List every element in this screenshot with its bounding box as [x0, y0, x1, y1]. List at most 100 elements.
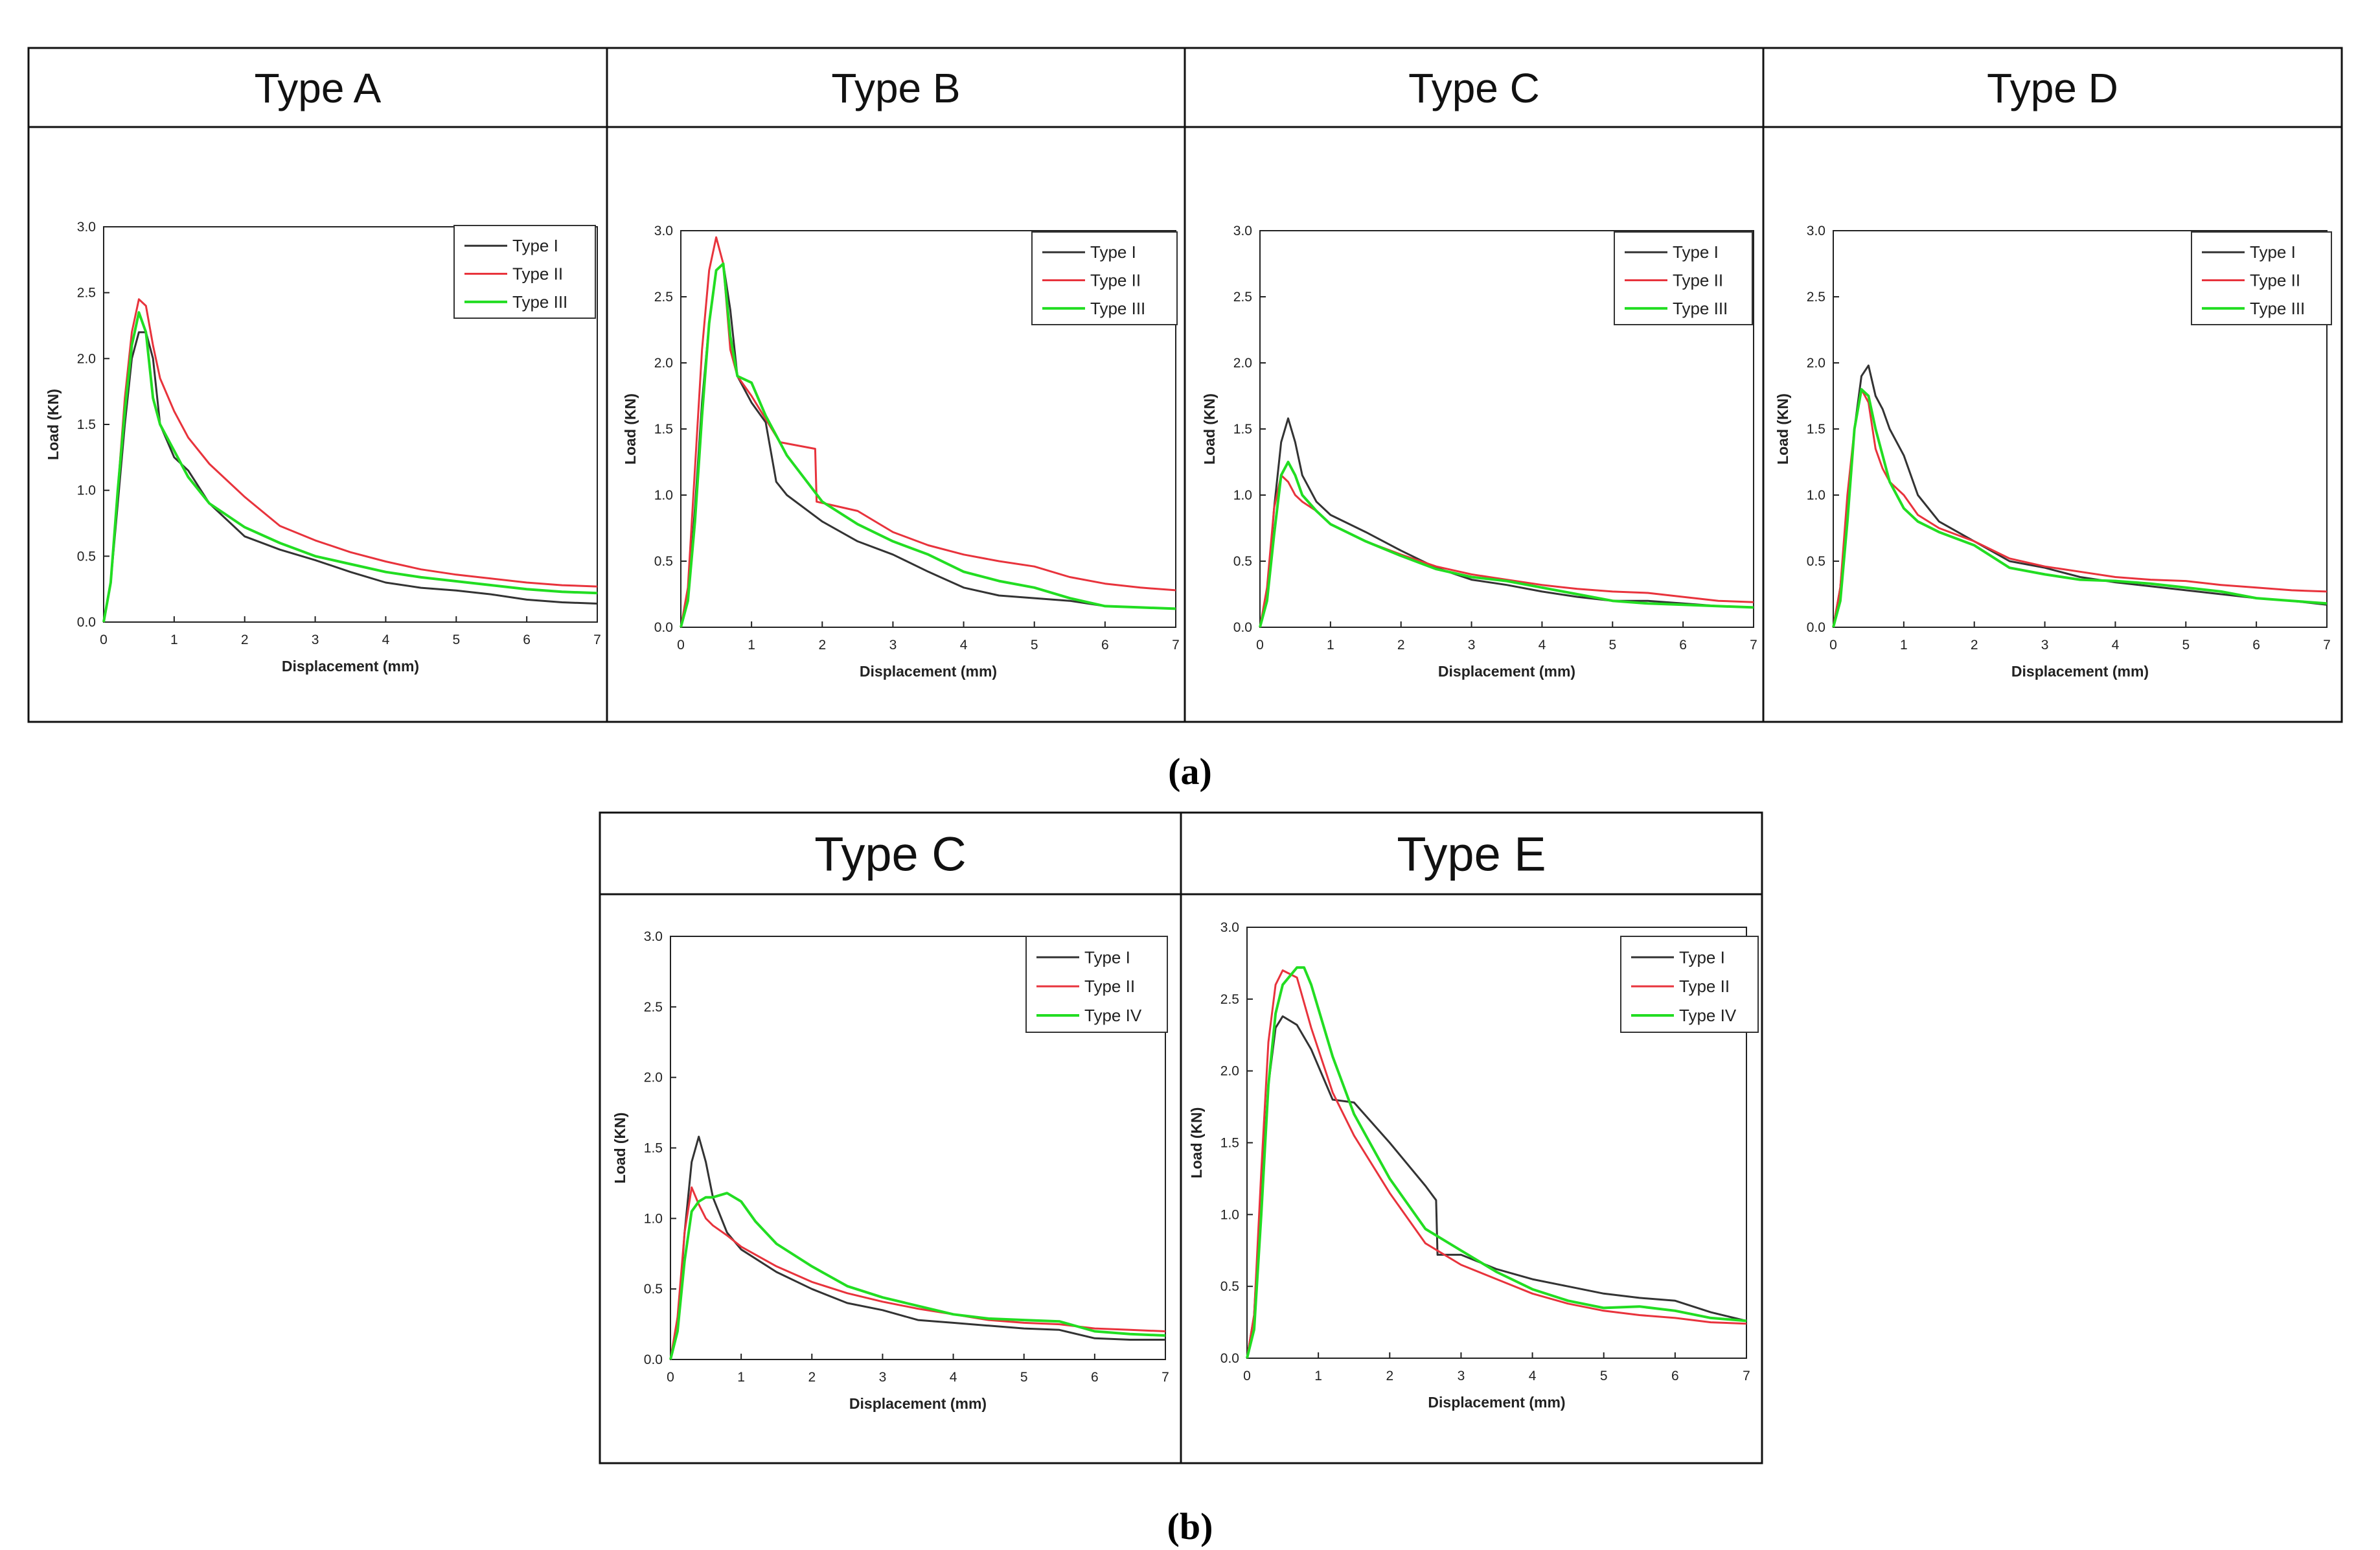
y-tick-label: 1.0	[654, 488, 673, 503]
y-tick-label: 0.0	[654, 620, 673, 635]
x-tick-label: 1	[737, 1370, 745, 1385]
y-tick-label: 1.5	[1807, 422, 1825, 437]
x-tick-label: 0	[677, 638, 685, 653]
series-line-type-iii	[1259, 461, 1754, 628]
x-tick-label: 7	[1743, 1369, 1750, 1383]
y-tick-label: 0.0	[1807, 620, 1825, 635]
series-line-type-ii	[1246, 969, 1747, 1359]
y-tick-label: 2.0	[654, 356, 673, 371]
legend-label: Type I	[1084, 947, 1130, 967]
series-line-type-iv	[669, 1192, 1166, 1360]
series-line-type-ii	[669, 1186, 1166, 1360]
x-tick-label: 2	[1397, 638, 1405, 653]
y-tick-label: 1.5	[644, 1141, 663, 1156]
y-tick-label: 0.5	[1220, 1279, 1239, 1294]
panel-frames	[27, 47, 2343, 1464]
panel-label-a: (a)	[1168, 750, 1212, 792]
x-tick-label: 6	[1091, 1370, 1099, 1385]
chart-a3: Type C 0 1 2 3 4 5 6 7 0.0 0.5 1.0 1.5 2.0 2.5 3.0 Displ…	[1201, 65, 1757, 680]
series-line-type-i	[1246, 1015, 1747, 1359]
legend-label: Type II	[1673, 271, 1723, 290]
y-tick-label: 2.0	[1807, 356, 1825, 371]
legend: Type I Type II Type III	[453, 225, 596, 319]
legend-label: Type III	[2250, 299, 2305, 318]
x-tick-label: 4	[1539, 638, 1546, 653]
x-tick-label: 1	[1314, 1369, 1322, 1383]
y-tick-label: 0.0	[644, 1352, 663, 1367]
y-tick-label: 2.0	[644, 1070, 663, 1085]
charts-layer: Type A 0 1 2 3 4 5 6 7 0.0 0.5 1.0 1.5 2.0 2.5 3.0 Displ…	[45, 65, 2332, 1412]
y-tick-label: 2.5	[77, 286, 96, 301]
series-line-type-i	[1832, 364, 2328, 628]
x-tick-label: 4	[950, 1370, 957, 1385]
legend-label: Type IV	[1084, 1006, 1142, 1025]
x-tick-label: 5	[1020, 1370, 1028, 1385]
x-tick-label: 6	[1671, 1369, 1679, 1383]
panel-label-b: (b)	[1167, 1505, 1213, 1547]
x-tick-label: 1	[1327, 638, 1334, 653]
y-tick-label: 2.0	[77, 351, 96, 366]
chart-a1: Type A 0 1 2 3 4 5 6 7 0.0 0.5 1.0 1.5 2.0 2.5 3.0 Displ…	[45, 65, 601, 675]
y-tick-label: 1.5	[77, 417, 96, 432]
series-line-type-iv	[1246, 966, 1747, 1359]
y-tick-label: 2.5	[1220, 992, 1239, 1007]
x-tick-label: 5	[1608, 638, 1616, 653]
legend: Type I Type II Type III	[2191, 231, 2332, 325]
x-axis-label: Displacement (mm)	[849, 1395, 987, 1412]
y-axis-label: Load (KN)	[612, 1113, 628, 1184]
x-tick-label: 1	[748, 638, 755, 653]
legend-label: Type I	[2250, 242, 2296, 262]
x-tick-label: 0	[667, 1370, 674, 1385]
chart-title: Type E	[1397, 827, 1546, 881]
x-tick-label: 3	[2041, 638, 2049, 653]
x-axis-label: Displacement (mm)	[1438, 663, 1575, 680]
legend: Type I Type II Type IV	[1620, 936, 1759, 1033]
y-tick-label: 1.0	[644, 1211, 663, 1226]
x-tick-label: 2	[1386, 1369, 1393, 1383]
chart-a2: Type B 0 1 2 3 4 5 6 7 0.0 0.5 1.0 1.5 2.0 2.5 3.0 Displ…	[622, 65, 1180, 680]
x-axis-label: Displacement (mm)	[282, 658, 419, 675]
y-tick-label: 2.0	[1233, 356, 1252, 371]
x-tick-label: 6	[2252, 638, 2260, 653]
chart-b2: Type E 0 1 2 3 4 5 6 7 0.0 0.5 1.0 1.5 2.0 2.5 3.0 Displ…	[1188, 827, 1759, 1411]
x-tick-label: 0	[100, 632, 108, 647]
legend-label: Type I	[1090, 242, 1136, 262]
x-tick-label: 3	[1458, 1369, 1465, 1383]
legend-label: Type IV	[1679, 1006, 1737, 1025]
series-line-type-iii	[680, 262, 1176, 628]
series-line-type-ii	[102, 298, 598, 623]
y-tick-label: 3.0	[1233, 224, 1252, 238]
y-tick-label: 0.0	[77, 615, 96, 630]
chart-title: Type D	[1987, 65, 2118, 111]
y-tick-label: 2.5	[654, 290, 673, 305]
y-axis-label: Load (KN)	[45, 389, 62, 460]
y-tick-label: 0.5	[1807, 554, 1825, 569]
chart-a4: Type D 0 1 2 3 4 5 6 7 0.0 0.5 1.0 1.5 2.0 2.5 3.0 Displ…	[1774, 65, 2332, 680]
y-tick-label: 2.5	[1233, 290, 1252, 305]
panel-frame-a1	[27, 47, 608, 723]
y-tick-label: 2.0	[1220, 1064, 1239, 1079]
x-tick-label: 6	[523, 632, 531, 647]
series-line-type-iii	[102, 311, 598, 623]
legend-label: Type II	[1084, 977, 1135, 996]
series-line-type-i	[1259, 417, 1754, 628]
x-tick-label: 5	[2182, 638, 2190, 653]
x-tick-label: 5	[1031, 638, 1038, 653]
y-tick-label: 0.0	[1220, 1351, 1239, 1366]
y-tick-label: 1.0	[77, 483, 96, 498]
y-axis-label: Load (KN)	[1201, 393, 1218, 465]
x-tick-label: 2	[818, 638, 826, 653]
legend-label: Type III	[1673, 299, 1728, 318]
legend-label: Type I	[1679, 947, 1725, 967]
x-tick-label: 3	[889, 638, 897, 653]
y-axis-label: Load (KN)	[1188, 1107, 1205, 1179]
panel-frame-b1	[599, 811, 1182, 1464]
legend-label: Type I	[1673, 242, 1719, 262]
x-tick-label: 5	[1600, 1369, 1608, 1383]
x-tick-label: 0	[1243, 1369, 1251, 1383]
chart-title: Type A	[255, 65, 382, 111]
y-tick-label: 1.0	[1220, 1207, 1239, 1222]
y-tick-label: 0.5	[654, 554, 673, 569]
y-tick-label: 0.0	[1233, 620, 1252, 635]
x-axis-label: Displacement (mm)	[860, 663, 997, 680]
